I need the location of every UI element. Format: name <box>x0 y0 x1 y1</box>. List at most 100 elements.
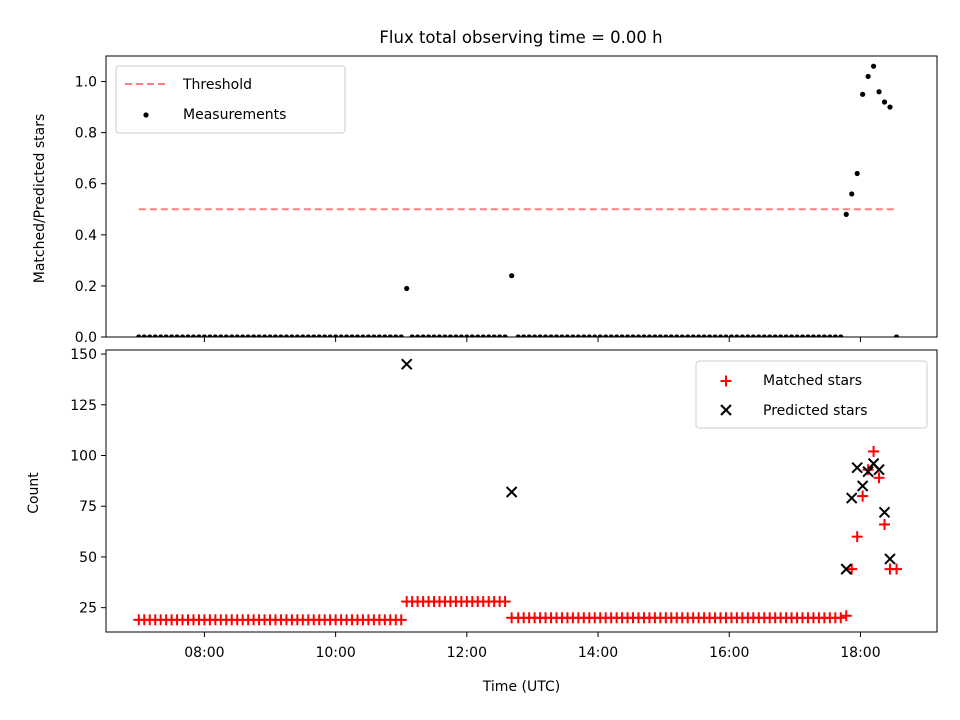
measurement-point-38 <box>343 334 350 337</box>
measurement-point-120 <box>794 334 800 337</box>
top-ytick-label-4: 0.8 <box>75 126 97 142</box>
measurement-point-19 <box>240 334 246 337</box>
measurement-point-16 <box>223 334 229 337</box>
measurement-point-36 <box>333 334 339 337</box>
measurement-point-105 <box>712 334 718 337</box>
measurement-point-99 <box>679 334 685 337</box>
measurement-point-49 <box>404 285 410 292</box>
matched-point-136 <box>879 518 891 530</box>
measurement-point-122 <box>805 334 811 337</box>
predicted-stars-series <box>400 358 896 575</box>
measurement-point-58 <box>453 334 459 337</box>
measurement-point-101 <box>690 334 696 337</box>
measurement-point-80 <box>575 334 581 337</box>
measurement-point-116 <box>772 334 778 337</box>
measurement-point-57 <box>447 334 454 337</box>
measurement-point-93 <box>646 334 653 337</box>
measurement-point-14 <box>212 334 218 337</box>
measurement-point-98 <box>674 334 680 337</box>
measurement-point-23 <box>261 334 268 337</box>
measurement-point-31 <box>305 334 311 337</box>
measurement-point-5 <box>163 334 169 337</box>
bottom-xtick-label-2: 12:00 <box>447 645 487 661</box>
bottom-xtick-label-3: 14:00 <box>578 645 618 661</box>
measurement-point-134 <box>870 63 877 69</box>
measurement-point-97 <box>668 334 674 337</box>
measurement-point-95 <box>657 334 663 337</box>
measurement-point-53 <box>425 334 432 337</box>
measurement-point-96 <box>663 334 669 337</box>
top-ytick-label-2: 0.4 <box>75 228 97 244</box>
measurement-point-128 <box>838 334 844 337</box>
legend-predicted-label: Predicted stars <box>763 403 868 419</box>
measurement-point-104 <box>706 334 713 337</box>
predicted-point-7-b <box>867 457 880 470</box>
measurements-series <box>136 63 900 337</box>
measurement-point-121 <box>799 334 806 337</box>
predicted-point-4-b <box>851 461 863 474</box>
measurement-point-60 <box>464 334 470 337</box>
measurement-point-25 <box>272 334 279 337</box>
measurement-point-28 <box>289 334 295 337</box>
measurement-point-107 <box>723 334 729 337</box>
measurement-point-67 <box>502 334 508 337</box>
measurement-point-3 <box>152 334 158 337</box>
predicted-point-5 <box>856 480 869 492</box>
measurement-point-100 <box>685 334 691 337</box>
measurement-point-29 <box>294 334 300 337</box>
measurement-point-39 <box>349 334 355 337</box>
measurement-point-15 <box>218 334 224 337</box>
bottom-ytick-label-0: 25 <box>79 601 97 617</box>
measurement-point-21 <box>251 334 257 337</box>
measurement-point-110 <box>739 334 745 337</box>
predicted-point-2-b <box>840 563 852 575</box>
measurement-point-65 <box>491 334 497 337</box>
measurement-point-88 <box>619 334 625 337</box>
measurement-point-11 <box>196 334 202 337</box>
matched-point-130 <box>846 563 858 575</box>
measurement-point-136 <box>881 99 888 105</box>
predicted-point-1 <box>505 486 518 498</box>
measurement-point-10 <box>190 334 197 337</box>
measurement-point-41 <box>360 334 366 337</box>
predicted-point-5-b <box>856 480 869 492</box>
measurement-point-56 <box>442 334 448 337</box>
bottom-xtick-label-1: 10:00 <box>315 645 355 661</box>
bottom-xtick-label-4: 16:00 <box>709 645 749 661</box>
predicted-point-2 <box>840 563 852 575</box>
measurement-point-50 <box>409 334 415 337</box>
measurement-point-111 <box>745 334 751 337</box>
measurement-point-78 <box>564 334 571 337</box>
bottom-xtick-label-5: 18:00 <box>840 645 880 661</box>
legend-threshold-label: Threshold <box>182 77 252 93</box>
measurement-point-7 <box>174 334 180 337</box>
measurement-point-12 <box>201 334 208 337</box>
measurement-point-112 <box>750 334 756 337</box>
predicted-point-0 <box>400 358 413 370</box>
measurement-point-17 <box>229 334 235 337</box>
measurement-point-85 <box>603 334 609 337</box>
measurement-point-9 <box>185 334 191 337</box>
predicted-point-6-b <box>862 466 874 478</box>
bottom-ytick-label-1: 50 <box>79 550 97 566</box>
measurement-point-55 <box>436 334 443 337</box>
bottom-ytick-label-3: 100 <box>70 448 97 464</box>
measurement-point-71 <box>526 334 532 337</box>
matched-point-135 <box>873 472 885 484</box>
bottom-panel: 25 50 75 100 125 150 08:00 10:00 12:00 14:00 16:00… <box>26 347 938 695</box>
bottom-ytick-label-5: 150 <box>70 347 97 363</box>
measurement-point-103 <box>701 334 707 337</box>
measurement-point-133 <box>865 73 871 80</box>
measurement-point-54 <box>431 334 437 337</box>
measurement-point-124 <box>816 334 822 337</box>
measurement-point-61 <box>469 334 475 337</box>
measurement-point-4 <box>158 334 164 337</box>
top-ytick-label-1: 0.2 <box>75 279 97 295</box>
measurement-point-131 <box>854 170 860 177</box>
top-plot-frame <box>105 55 938 338</box>
predicted-point-4 <box>851 461 863 474</box>
measurement-point-92 <box>641 334 647 337</box>
measurement-point-81 <box>581 334 587 337</box>
matched-point-128 <box>835 612 847 624</box>
